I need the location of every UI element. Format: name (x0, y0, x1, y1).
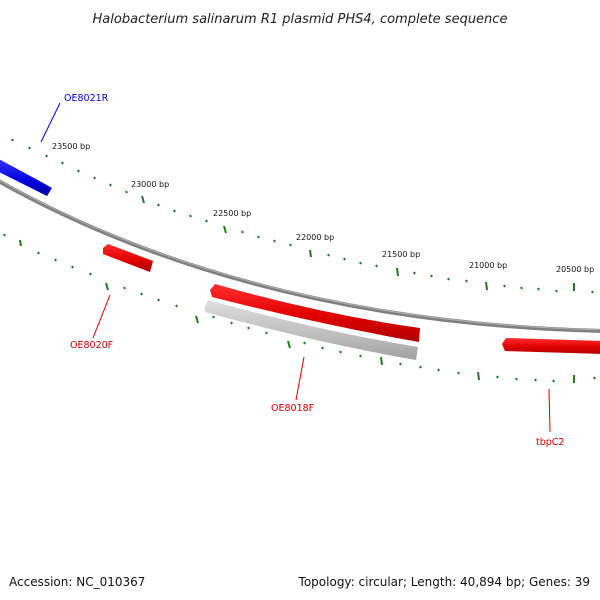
gene-leader-oe8020f (92, 294, 111, 339)
gene-arrow-oe8021r[interactable] (0, 158, 52, 196)
gene-arrow-oe8018f[interactable] (210, 284, 420, 342)
gene-leader-oe8021r (40, 102, 61, 143)
genome-summary-text: Topology: circular; Length: 40,894 bp; G… (298, 575, 590, 589)
gene-label-oe8018f[interactable]: OE8018F (271, 403, 314, 414)
tick-label-22000: 22000 bp (296, 233, 334, 242)
outer-tick-ring (11, 138, 594, 294)
tick-label-21500: 21500 bp (382, 250, 420, 259)
gene-label-oe8020f[interactable]: OE8020F (70, 340, 113, 351)
map-title: Halobacterium salinarum R1 plasmid PHS4,… (93, 12, 508, 27)
tick-label-23000: 23000 bp (131, 180, 169, 189)
gene-leader-tbpc2 (548, 388, 551, 433)
accession-text: Accession: NC_010367 (9, 575, 145, 589)
tick-label-21000: 21000 bp (469, 261, 507, 270)
tick-label-23500: 23500 bp (52, 142, 90, 151)
genome-backbone (0, 179, 600, 333)
gene-leader-oe8018f (295, 356, 305, 401)
gene-arrow-tbpc2[interactable] (502, 338, 600, 354)
tick-label-22500: 22500 bp (213, 209, 251, 218)
gene-label-oe8021r[interactable]: OE8021R (64, 93, 109, 104)
gene-arrow-oe8020f[interactable] (103, 244, 153, 272)
feature-arrow-gray (205, 300, 418, 360)
tick-label-20500: 20500 bp (556, 265, 594, 274)
backbone-highlight (0, 180, 600, 331)
gene-label-tbpc2[interactable]: tbpC2 (536, 437, 564, 448)
inner-tick-ring (3, 233, 596, 383)
